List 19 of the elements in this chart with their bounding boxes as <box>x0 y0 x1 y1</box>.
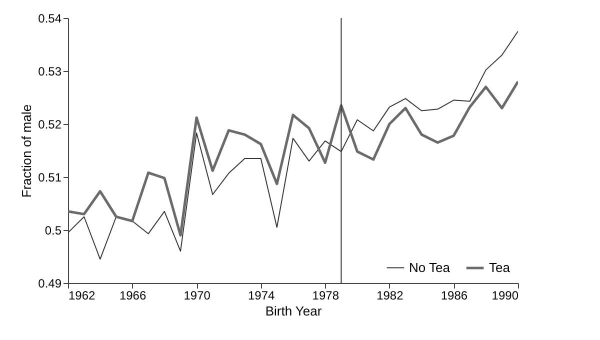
legend-label: No Tea <box>409 260 451 275</box>
x-tick-label: 1986 <box>440 288 468 302</box>
y-tick-label: 0.49 <box>38 276 62 290</box>
x-tick-label: 1962 <box>68 288 96 302</box>
x-tick-label: 1970 <box>184 288 211 302</box>
x-tick-label: 1978 <box>312 288 340 302</box>
y-tick-label: 0.54 <box>38 12 62 26</box>
y-tick-label: 0.51 <box>38 170 62 184</box>
legend-label: Tea <box>489 260 511 275</box>
y-tick-label: 0.53 <box>38 64 62 78</box>
y-axis-title: Fraction of male <box>19 104 34 198</box>
x-tick-label: 1966 <box>119 288 146 302</box>
x-tick-label: 1982 <box>376 288 404 302</box>
x-tick-label: 1990 <box>492 288 519 302</box>
x-axis-title: Birth Year <box>265 304 322 318</box>
x-tick-label: 1974 <box>248 288 276 302</box>
y-tick-label: 0.5 <box>44 224 62 238</box>
line-series <box>68 80 518 237</box>
y-tick-label: 0.52 <box>38 118 62 132</box>
